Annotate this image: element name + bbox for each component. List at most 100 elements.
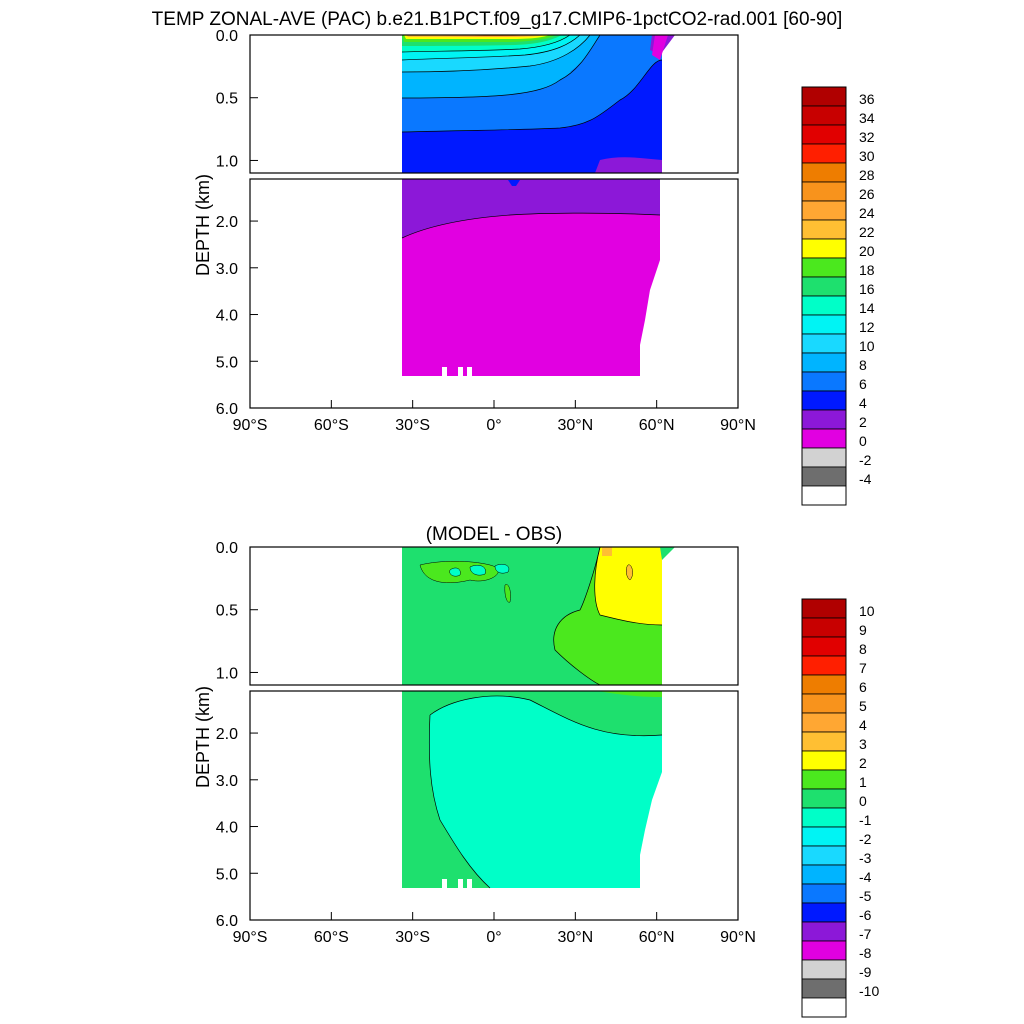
colorbar-swatch xyxy=(801,314,847,335)
colorbar-swatch xyxy=(801,864,847,885)
diff-panel: (MODEL - OBS) DEPTH (km) 0 xyxy=(193,524,756,946)
temp-upper-frame xyxy=(249,34,739,174)
colorbar-swatch xyxy=(801,409,847,430)
colorbar-swatch xyxy=(801,257,847,278)
colorbar-label: 22 xyxy=(859,224,875,240)
colorbar-swatch xyxy=(801,447,847,468)
field-blob-e xyxy=(504,584,511,603)
colorbar-swatch xyxy=(801,978,847,999)
colorbar-swatch xyxy=(801,181,847,202)
topography-mask-north xyxy=(640,260,660,376)
field-band-1-2-deep xyxy=(598,691,662,697)
field-band-2-3 xyxy=(594,547,662,625)
y-tick-label: 0.0 xyxy=(216,540,238,557)
temp-axes: 0.0 0.5 1.0 2.0 3.0 4.0 5.0 6.090°S 60°S 30°S 0° 30… xyxy=(216,28,756,434)
diff-lower-field xyxy=(402,691,663,891)
diff-subtitle: (MODEL - OBS) xyxy=(426,524,563,545)
y-tick-label: 2.0 xyxy=(216,214,238,231)
colorbar-swatch xyxy=(801,636,847,657)
colorbar-label: 36 xyxy=(859,91,875,107)
field-band-0 xyxy=(402,179,660,376)
colorbar-swatch xyxy=(801,219,847,240)
colorbar-label: 4 xyxy=(859,395,867,411)
x-tick-label: 60°S xyxy=(314,929,349,946)
colorbar-label: -10 xyxy=(859,983,879,999)
colorbar-swatch xyxy=(801,466,847,487)
x-tick-label: 90°N xyxy=(720,929,756,946)
field-blob-b xyxy=(449,567,461,577)
x-tick-label: 60°S xyxy=(314,417,349,434)
colorbar-swatch xyxy=(801,731,847,752)
x-tick-label: 60°N xyxy=(639,417,675,434)
colorbar-swatch xyxy=(801,371,847,392)
y-tick-label: 3.0 xyxy=(216,773,238,790)
field-band-4-deep xyxy=(595,157,662,173)
colorbar-label: 30 xyxy=(859,148,875,164)
colorbar-swatch xyxy=(801,86,847,107)
contour-line-c xyxy=(401,35,581,61)
y-tick-label: 0.5 xyxy=(216,91,238,108)
colorbar-label: -4 xyxy=(859,471,872,487)
field-band-north-edge xyxy=(660,547,675,560)
colorbar-label: 4 xyxy=(859,717,867,733)
x-tick-label: 30°N xyxy=(557,929,593,946)
colorbar-swatch xyxy=(801,655,847,676)
field-band-2-north xyxy=(652,35,668,60)
colorbar-swatch xyxy=(801,750,847,771)
field-band-3-4 xyxy=(602,547,612,556)
y-tick-label: 4.0 xyxy=(216,820,238,837)
figure-title: TEMP ZONAL-AVE (PAC) b.e21.B1PCT.f09_g17… xyxy=(152,9,843,30)
contour-line-e xyxy=(401,59,663,133)
colorbar-label: 0 xyxy=(859,433,867,449)
colorbar-swatch xyxy=(801,826,847,847)
colorbar-label: 10 xyxy=(859,603,875,619)
colorbar-label: 9 xyxy=(859,622,867,638)
colorbar-swatch xyxy=(801,997,847,1018)
colorbar-label: 7 xyxy=(859,660,867,676)
x-tick-label: 90°S xyxy=(233,417,268,434)
colorbar-swatch xyxy=(801,428,847,449)
temp-lower-field xyxy=(401,179,661,379)
colorbar-label: 0 xyxy=(859,793,867,809)
colorbar-swatch xyxy=(801,959,847,980)
colorbar-label: -4 xyxy=(859,869,872,885)
colorbar-swatch xyxy=(801,124,847,145)
contour-line-i xyxy=(428,695,663,889)
y-tick-label: 3.0 xyxy=(216,261,238,278)
colorbar-label: 24 xyxy=(859,205,875,221)
field-band-neg1-0 xyxy=(429,695,662,888)
colorbar-swatch xyxy=(801,276,847,297)
colorbar-label: -5 xyxy=(859,888,872,904)
y-axis-label: DEPTH (km) xyxy=(193,686,213,788)
colorbar-label: 10 xyxy=(859,338,875,354)
colorbar-swatch xyxy=(801,390,847,411)
colorbar-label: 6 xyxy=(859,679,867,695)
x-tick-label: 30°S xyxy=(395,929,430,946)
colorbar-label: 26 xyxy=(859,186,875,202)
colorbar-swatch xyxy=(801,333,847,354)
colorbar-swatch xyxy=(801,674,847,695)
colorbar-label: 5 xyxy=(859,698,867,714)
colorbar-label: 6 xyxy=(859,376,867,392)
colorbar-label: -2 xyxy=(859,452,872,468)
y-tick-label: 1.0 xyxy=(216,665,238,682)
y-tick-label: 0.5 xyxy=(216,603,238,620)
colorbar-label: 14 xyxy=(859,300,875,316)
colorbar-label: -1 xyxy=(859,812,872,828)
y-axis-label: DEPTH (km) xyxy=(193,174,213,276)
colorbar-label: -2 xyxy=(859,831,872,847)
colorbar-swatch xyxy=(801,295,847,316)
diff-axes: 0.0 0.5 1.0 2.0 3.0 4.0 5.0 6.090°S 60°S 30°S 0° 30… xyxy=(216,540,756,946)
colorbar-swatch xyxy=(801,807,847,828)
contour-line-f xyxy=(401,212,661,239)
colorbar-swatch xyxy=(801,238,847,259)
x-tick-label: 90°N xyxy=(720,417,756,434)
colorbar-swatch xyxy=(801,162,847,183)
y-tick-label: 5.0 xyxy=(216,866,238,883)
topography-gaps-b xyxy=(442,879,472,891)
contour-line-h xyxy=(594,547,663,626)
y-tick-label: 6.0 xyxy=(216,913,238,930)
colorbar-label: 8 xyxy=(859,641,867,657)
